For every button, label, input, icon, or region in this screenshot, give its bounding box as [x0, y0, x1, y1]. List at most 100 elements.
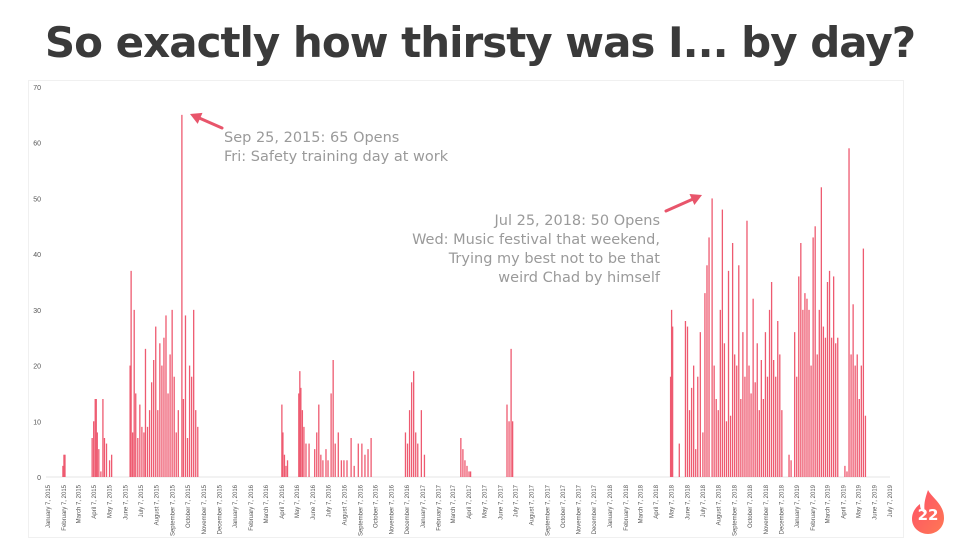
x-tick-label: April 7, 2019 — [841, 484, 847, 518]
x-tick-label: October 7, 2018 — [748, 484, 754, 528]
bar — [350, 438, 352, 477]
bar — [98, 449, 100, 477]
bar — [175, 432, 177, 477]
bar — [103, 438, 106, 477]
bar — [308, 443, 310, 477]
x-tick-label: July 7, 2018 — [701, 484, 707, 517]
bar — [734, 354, 736, 477]
bar — [413, 371, 415, 477]
bar — [141, 426, 143, 477]
arrow-jul-2018 — [664, 193, 702, 213]
bar — [301, 410, 304, 477]
bar — [688, 410, 691, 477]
bar — [837, 337, 839, 477]
bar — [752, 298, 754, 477]
bar — [693, 365, 695, 477]
bar — [181, 114, 183, 478]
bar — [130, 270, 132, 477]
bar — [794, 332, 796, 477]
bar — [848, 148, 850, 478]
bar — [824, 337, 827, 477]
x-tick-label: July 7, 2017 — [514, 484, 520, 517]
bar — [188, 365, 191, 477]
bar — [415, 432, 417, 477]
bar — [860, 365, 862, 477]
bar — [322, 460, 324, 477]
bar — [798, 276, 800, 477]
bar — [852, 304, 854, 477]
x-tick-label: March 7, 2019 — [825, 484, 831, 523]
flame-icon — [912, 490, 944, 534]
x-tick-label: March 7, 2017 — [451, 484, 457, 523]
bar — [758, 410, 760, 477]
bar — [725, 421, 728, 477]
x-tick-label: December 7, 2016 — [405, 484, 411, 534]
bar — [812, 237, 814, 477]
bar — [184, 315, 187, 477]
x-tick-label: December 7, 2018 — [779, 484, 785, 534]
bar — [816, 354, 818, 477]
x-tick-label: February 7, 2018 — [624, 484, 630, 530]
bar — [862, 248, 865, 477]
bar — [327, 460, 329, 477]
x-tick-label: September 7, 2016 — [358, 484, 364, 536]
bar — [346, 460, 348, 477]
annotation-sep-2015: Sep 25, 2015: 65 Opens Fri: Safety train… — [224, 129, 448, 167]
bar — [318, 404, 320, 477]
annotation-line: Sep 25, 2015: 65 Opens — [224, 130, 400, 146]
bar — [110, 454, 113, 477]
bar — [132, 432, 134, 477]
annotation-jul-2018: Jul 25, 2018: 50 Opens Wed: Music festiv… — [412, 212, 660, 288]
bar — [300, 387, 302, 477]
x-tick-label: January 7, 2018 — [608, 484, 614, 528]
bar — [417, 443, 419, 477]
bar — [148, 410, 151, 477]
y-tick-label: 40 — [33, 252, 41, 259]
bar — [62, 465, 64, 477]
x-tick-label: February 7, 2017 — [437, 484, 443, 530]
x-tick-label: November 7, 2018 — [764, 484, 770, 534]
bar — [773, 360, 775, 477]
bar — [766, 376, 769, 477]
bar — [744, 376, 746, 477]
x-tick-label: May 7, 2016 — [295, 484, 301, 518]
bar — [810, 365, 812, 477]
x-tick-label: June 7, 2019 — [873, 484, 879, 519]
bar — [139, 404, 141, 477]
x-tick-label: July 7, 2016 — [326, 484, 332, 517]
bar — [334, 443, 336, 477]
bar — [105, 443, 108, 477]
bar — [806, 298, 808, 477]
bar — [135, 393, 137, 477]
y-tick-label: 60 — [33, 141, 41, 148]
bar — [305, 443, 307, 477]
bar — [466, 465, 468, 477]
bar — [777, 321, 779, 477]
x-tick-label: August 7, 2016 — [342, 484, 348, 525]
bar — [193, 309, 195, 477]
y-tick-label: 50 — [33, 196, 41, 203]
bar — [95, 399, 97, 477]
bar — [367, 449, 369, 477]
x-tick-label: October 7, 2015 — [186, 484, 192, 528]
y-tick-label: 70 — [33, 85, 41, 92]
x-tick-label: April 7, 2015 — [92, 484, 98, 518]
bar — [332, 360, 334, 477]
page-number-badge: 22 — [904, 488, 952, 536]
bar — [190, 376, 193, 477]
bar — [285, 465, 287, 477]
bar — [197, 426, 199, 477]
x-tick-label: June 7, 2018 — [685, 484, 691, 519]
bar — [715, 399, 717, 477]
bar — [742, 332, 744, 477]
bar — [717, 410, 719, 477]
bar — [281, 404, 283, 477]
bar — [684, 321, 687, 477]
bar — [468, 471, 470, 477]
bar — [408, 410, 411, 477]
bar — [706, 265, 708, 477]
bar — [820, 187, 822, 478]
bar — [337, 432, 339, 477]
bar — [686, 326, 689, 477]
bar — [161, 365, 163, 477]
